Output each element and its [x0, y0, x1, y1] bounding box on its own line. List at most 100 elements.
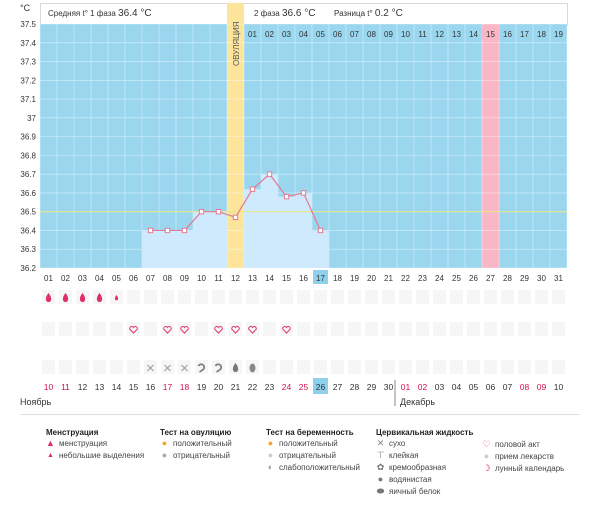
temp-bar	[159, 230, 176, 268]
symbol-cell	[161, 290, 174, 304]
menstruation-drop-icon	[62, 293, 69, 302]
symbol-cell	[229, 290, 242, 304]
legend-item-sticky: ⊤ клейкая	[376, 449, 473, 461]
post-day-label: 01	[248, 30, 257, 39]
temperature-chart: 37.5 37.4 37.3 37.2 37.1 37 36.9 36.8 36.7 36.6 36…	[20, 3, 568, 284]
legend-item-preg-positive: ● положительный	[266, 437, 360, 449]
symbol-cell	[450, 322, 463, 336]
legend-item-eggwhite: ⬬ яичный белок	[376, 485, 473, 497]
calendar-date: 05	[469, 382, 479, 392]
legend-label: сухо	[389, 438, 406, 448]
y-unit-label: °C	[20, 3, 31, 13]
current-date-marker	[313, 378, 328, 394]
sun-negative-icon: ●	[161, 449, 168, 460]
temperature-point	[283, 193, 290, 200]
symbol-cell	[263, 290, 276, 304]
heart-icon	[231, 326, 240, 334]
symbol-cell	[144, 290, 157, 304]
legend-menstruation: Менструация ▲ менструация ▲ небольшие выде…	[46, 428, 144, 461]
dry-icon	[181, 364, 188, 372]
symbol-grid	[42, 290, 565, 374]
calendar-date: 26	[316, 382, 326, 392]
cycle-day-label: 30	[537, 274, 546, 283]
temp-bar	[210, 211, 227, 268]
current-day-marker	[313, 270, 328, 284]
symbol-cell	[501, 290, 514, 304]
cycle-day-label: 07	[146, 274, 155, 283]
symbol-cell	[229, 322, 242, 336]
post-day-label: 12	[435, 30, 444, 39]
test-negative-icon: ●	[267, 449, 274, 460]
heart-icon	[214, 326, 223, 334]
legend-item-medication: ● прием лекарств	[482, 450, 564, 462]
temp-bar	[244, 189, 261, 268]
moon-icon: ☽	[482, 462, 491, 473]
symbol-cell	[484, 360, 497, 374]
cycle-day-label: 19	[350, 274, 359, 283]
temperature-point	[266, 171, 273, 177]
symbol-cell	[110, 322, 123, 336]
symbol-cell	[450, 360, 463, 374]
symbol-cell	[246, 322, 259, 336]
cycle-day-label: 18	[333, 274, 342, 283]
watery-drop-icon: ●	[377, 473, 384, 484]
symbol-cell	[212, 290, 225, 304]
symbol-cell	[399, 322, 412, 336]
symbol-cell	[484, 322, 497, 336]
phase2-label: 2 фаза	[254, 9, 280, 18]
symbol-cell	[76, 322, 89, 336]
symbol-cell	[501, 322, 514, 336]
symbol-cell	[331, 322, 344, 336]
symbol-cell	[314, 290, 327, 304]
creamy-icon: ✿	[376, 461, 385, 472]
diff-value: 0.2 °C	[374, 8, 403, 19]
egg-white-icon	[249, 363, 256, 373]
cycle-day-label: 13	[248, 274, 257, 283]
symbol-cell	[382, 322, 395, 336]
calendar-date: 21	[231, 382, 241, 392]
menstruation-drop-icon	[79, 293, 86, 302]
legend-divider	[20, 414, 580, 415]
test-positive-icon: ●	[267, 437, 274, 448]
post-day-label: 10	[401, 30, 410, 39]
symbol-cell	[416, 360, 429, 374]
symbol-cell	[195, 360, 208, 374]
heart-icon	[180, 326, 189, 334]
calendar-date: 14	[112, 382, 122, 392]
legend-title-ovulation-test: Тест на овуляцию	[160, 428, 232, 437]
phase2-average: 2 фаза 36.6 °C	[254, 8, 315, 19]
symbol-cell	[518, 290, 531, 304]
legend-label: клейкая	[389, 450, 419, 460]
symbol-cell	[161, 322, 174, 336]
symbol-cell	[365, 360, 378, 374]
calendar-date: 13	[95, 382, 105, 392]
y-tick-label: 36.5	[20, 208, 36, 217]
symbol-cell	[331, 290, 344, 304]
legend-item-preg-negative: ● отрицательный	[266, 449, 360, 461]
symbol-cell	[348, 360, 361, 374]
post-day-label: 11	[418, 30, 427, 39]
creamy-icon	[214, 363, 222, 373]
symbol-cell	[42, 360, 55, 374]
cycle-day-label: 14	[265, 274, 274, 283]
heart-icon: ♡	[482, 438, 491, 449]
heart-icon	[163, 326, 172, 334]
symbol-cell	[263, 360, 276, 374]
symbol-cell	[297, 360, 310, 374]
symbol-cell	[297, 290, 310, 304]
symbol-cell	[144, 360, 157, 374]
post-day-label: 16	[503, 30, 512, 39]
calendar-date: 20	[214, 382, 224, 392]
post-day-label: 17	[520, 30, 529, 39]
symbol-cell	[467, 290, 480, 304]
calendar-date: 24	[282, 382, 292, 392]
temp-bar	[261, 174, 278, 268]
symbol-cell	[263, 322, 276, 336]
cycle-day-label: 20	[367, 274, 376, 283]
cycle-day-label: 26	[469, 274, 478, 283]
cycle-day-label: 05	[112, 274, 121, 283]
menstruation-drop-icon	[96, 293, 103, 302]
post-day-label: 18	[537, 30, 546, 39]
symbol-cell	[59, 322, 72, 336]
blood-drop-icon: ▲	[46, 437, 55, 448]
